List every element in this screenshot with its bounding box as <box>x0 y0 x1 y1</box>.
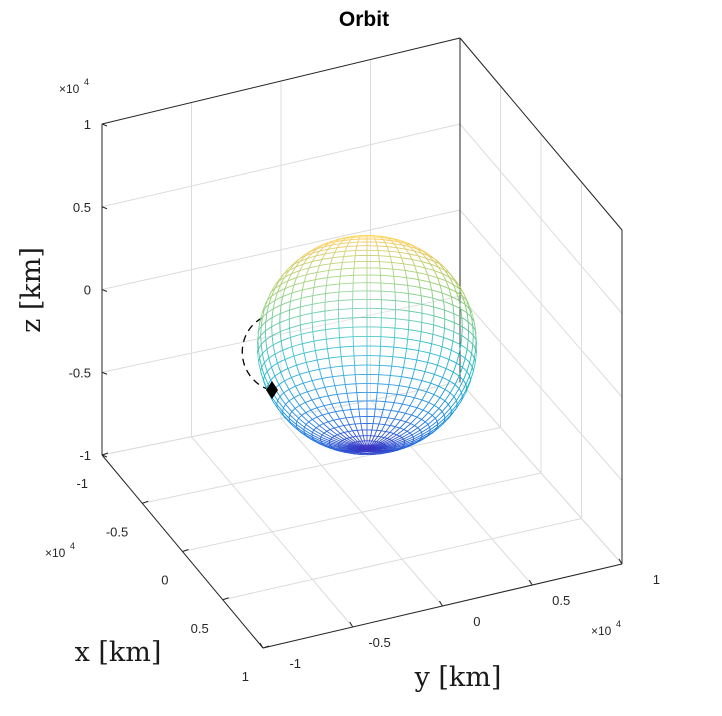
z-tick-label: -1 <box>79 448 91 463</box>
x-tick-labels: -1 -0.5 0 0.5 1 <box>76 452 270 684</box>
y-axis-label: y [km] <box>414 662 502 693</box>
y-tick-label: -1 <box>289 656 301 671</box>
x-tick-mark <box>101 452 109 456</box>
spacecraft-marker <box>266 381 278 399</box>
svg-text:×10: ×10 <box>45 546 66 560</box>
floor-grid-line <box>280 418 443 607</box>
svg-text:4: 4 <box>70 541 75 551</box>
x-axis-label: x [km] <box>75 637 162 668</box>
y-tick-mark <box>528 579 533 586</box>
x-tick-label: 0.5 <box>191 621 209 636</box>
axes-edge <box>101 37 461 125</box>
y-tick-label: -0.5 <box>368 635 390 650</box>
y-tick-mark <box>349 621 354 628</box>
wall-grid-line <box>101 123 461 208</box>
wall-grid-line <box>459 123 623 314</box>
x-tick-mark <box>262 645 270 649</box>
z-tick-label: 0.5 <box>73 200 91 215</box>
z-tick-label: -0.5 <box>69 365 91 380</box>
y-tick-mark <box>259 642 264 649</box>
z-tick-label: 0 <box>84 283 91 298</box>
svg-text:4: 4 <box>616 619 621 629</box>
svg-text:4: 4 <box>84 77 89 87</box>
y-tick-mark <box>618 558 623 565</box>
y-tick-label: 0.5 <box>552 593 570 608</box>
x-tick-mark <box>142 500 149 504</box>
y-tick-label: 0 <box>473 614 480 629</box>
orbit-path <box>241 317 271 391</box>
chart-title: Orbit <box>339 8 389 31</box>
x-tick-label: -1 <box>76 476 88 491</box>
z-tick-mark <box>101 371 108 375</box>
x-exponent-label: ×10 4 <box>45 541 75 560</box>
z-tick-label: 1 <box>84 117 91 132</box>
svg-text:×10: ×10 <box>59 82 80 96</box>
floor-grid-line <box>222 518 582 601</box>
x-tick-mark <box>222 597 229 601</box>
z-axis-label: z [km] <box>16 247 47 333</box>
svg-text:×10: ×10 <box>591 624 612 638</box>
z-tick-mark <box>101 454 108 458</box>
z-tick-mark <box>101 289 108 292</box>
sphere-highlight <box>257 235 477 455</box>
z-exponent-label: ×10 4 <box>59 77 89 96</box>
x-tick-label: 0 <box>161 573 168 588</box>
z-tick-labels: -1 -0.5 0 0.5 1 <box>69 117 108 463</box>
x-tick-label: -0.5 <box>106 524 128 539</box>
z-tick-mark <box>101 206 108 210</box>
y-tick-label: 1 <box>653 572 660 587</box>
axes-edge <box>459 37 623 231</box>
y-tick-labels: -1 -0.5 0 0.5 1 <box>259 558 660 671</box>
y-exponent-label: ×10 4 <box>591 619 621 638</box>
x-tick-mark <box>182 549 189 552</box>
z-tick-mark <box>101 123 108 127</box>
x-tick-label: 1 <box>242 669 249 684</box>
y-tick-mark <box>439 600 443 607</box>
